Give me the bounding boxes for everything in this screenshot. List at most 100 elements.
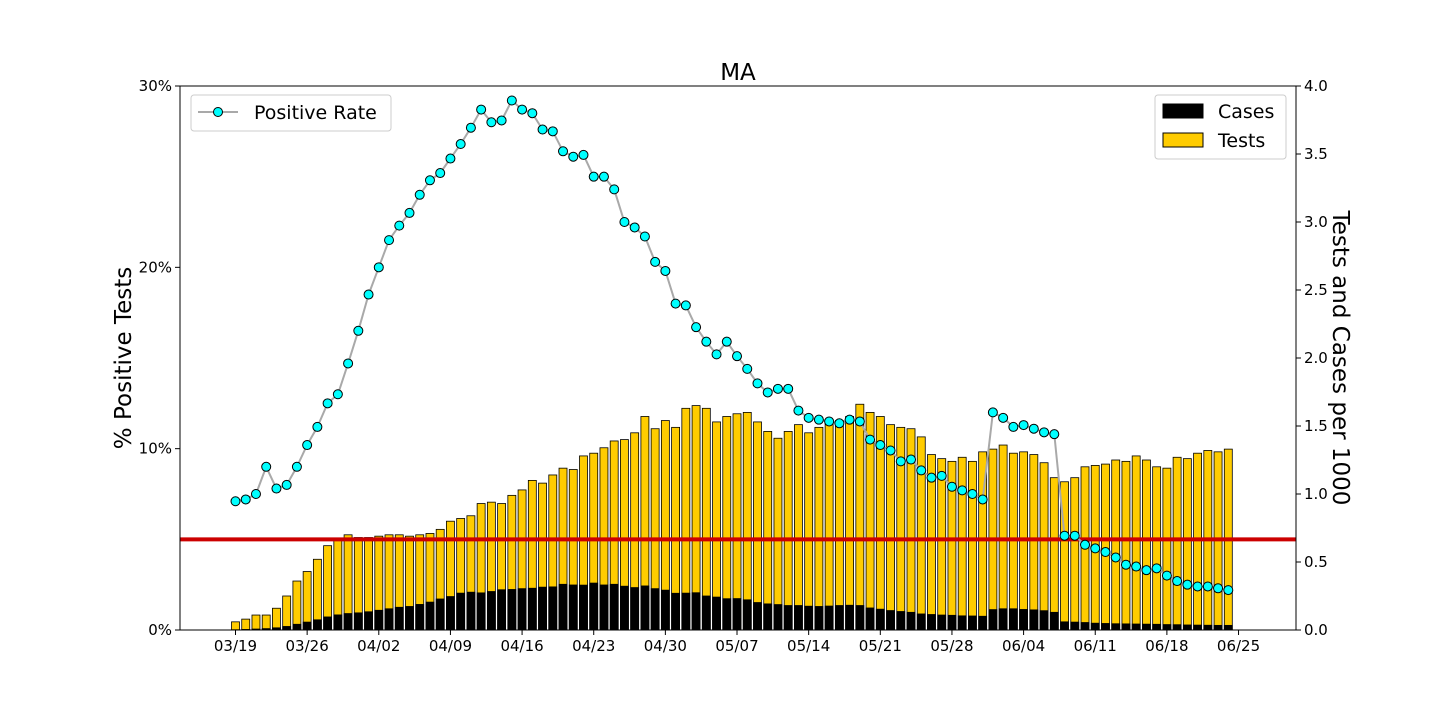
tests-bar xyxy=(783,431,793,631)
positive-rate-point xyxy=(1069,530,1080,541)
cases-bar xyxy=(906,611,916,631)
positive-rate-point xyxy=(250,489,261,499)
cases-bar xyxy=(579,584,588,631)
tests-bar xyxy=(292,580,302,631)
tests-bar xyxy=(794,424,803,631)
positive-rate-point xyxy=(957,485,968,496)
cases-bar xyxy=(773,604,783,631)
x-tick-label: 04/30 xyxy=(644,637,687,655)
positive-rate-point xyxy=(1151,563,1162,574)
cases-bar xyxy=(517,588,527,631)
positive-rate-point xyxy=(1141,565,1152,576)
x-tick-label: 04/16 xyxy=(500,637,543,655)
positive-rate-point xyxy=(885,445,896,456)
cases-bar xyxy=(886,610,895,631)
positive-rate-point xyxy=(803,412,814,423)
cases-bar xyxy=(620,585,629,631)
positive-rate-point xyxy=(230,496,241,507)
tests-bar xyxy=(1162,467,1172,631)
legend-line-label: Positive Rate xyxy=(254,102,377,124)
cases-bar xyxy=(783,605,793,631)
cases-bar xyxy=(435,598,445,631)
tests-bar xyxy=(272,607,281,631)
tests-bar xyxy=(282,595,292,631)
cases-bar xyxy=(1172,624,1182,631)
positive-rate-point xyxy=(1028,423,1039,434)
tests-bar xyxy=(302,571,312,631)
positive-rate-point xyxy=(291,461,302,472)
cases-bar xyxy=(384,608,394,631)
positive-rate-point xyxy=(946,481,957,492)
positive-rate-point xyxy=(1192,581,1203,592)
cases-bar xyxy=(486,591,496,631)
tests-bar xyxy=(865,411,875,631)
tests-bar xyxy=(312,558,322,631)
positive-rate-point xyxy=(476,104,487,115)
cases-bar xyxy=(405,606,414,631)
positive-rate-point xyxy=(373,262,384,273)
cases-bar xyxy=(671,592,681,631)
positive-rate-point xyxy=(1161,570,1172,581)
tests-bar xyxy=(773,437,783,631)
positive-rate-point xyxy=(1120,559,1131,570)
tests-bar xyxy=(1029,454,1039,631)
legend-label-cases: Cases xyxy=(1218,101,1274,123)
y-right-tick-label: 3.5 xyxy=(1304,145,1328,163)
cases-bar xyxy=(374,609,384,631)
positive-rate-point xyxy=(588,171,599,182)
positive-rate-point xyxy=(967,489,978,499)
cases-bar xyxy=(1142,623,1151,631)
tests-bar xyxy=(722,416,732,631)
positive-rate-point xyxy=(578,149,589,160)
x-tick-label: 06/18 xyxy=(1145,637,1188,655)
positive-rate-point xyxy=(424,175,435,186)
cases-bar xyxy=(1070,621,1080,631)
chart-title: MA xyxy=(720,60,756,86)
x-tick-label: 03/26 xyxy=(286,637,329,655)
cases-bar xyxy=(753,602,762,631)
positive-rate-point xyxy=(732,351,743,362)
legend-line-box xyxy=(190,94,392,132)
cases-bar xyxy=(364,611,373,631)
tests-bar xyxy=(814,426,824,631)
x-tick-label: 04/09 xyxy=(429,637,472,655)
cases-bar xyxy=(722,598,732,631)
cases-bar xyxy=(814,606,824,631)
cases-bar xyxy=(947,614,957,631)
positive-rate-point xyxy=(895,456,906,467)
positive-rate-point xyxy=(363,289,374,300)
positive-rate-point xyxy=(240,494,251,505)
cases-bar xyxy=(599,584,609,631)
cases-bar xyxy=(896,611,906,631)
cases-bar xyxy=(875,608,885,631)
cases-bar xyxy=(824,605,834,631)
axes-layer: 03/19 03/26 04/02 04/09 04/16 04/23 04/30 05/07… xyxy=(139,77,1328,655)
positive-rate-point xyxy=(302,440,313,451)
tests-bar xyxy=(957,456,967,631)
cases-bar xyxy=(1203,624,1213,631)
positive-rate-point xyxy=(1049,429,1060,440)
legend-label-tests: Tests xyxy=(1217,130,1265,152)
cases-bar xyxy=(804,605,814,631)
positive-rate-point xyxy=(1172,576,1183,587)
positive-rate-point xyxy=(332,389,343,400)
x-tick-label: 06/25 xyxy=(1217,637,1260,655)
positive-rate-point xyxy=(1223,585,1234,596)
y-left-tick-label: 20% xyxy=(139,258,172,276)
cases-bar xyxy=(568,584,578,631)
positive-rate-point xyxy=(691,322,702,333)
tests-bar xyxy=(1049,477,1059,631)
cases-bar xyxy=(691,592,701,631)
cases-bar xyxy=(681,592,691,631)
cases-bar xyxy=(855,605,865,631)
cases-bar xyxy=(1162,624,1172,631)
bars-layer xyxy=(231,403,1233,631)
cases-bar xyxy=(1039,610,1049,631)
positive-rate-point xyxy=(650,256,661,267)
positive-rate-point xyxy=(701,336,712,347)
x-tick-label: 04/02 xyxy=(357,637,400,655)
cases-bar xyxy=(1008,608,1018,631)
positive-rate-point xyxy=(936,470,947,481)
positive-rate-point xyxy=(875,440,886,451)
